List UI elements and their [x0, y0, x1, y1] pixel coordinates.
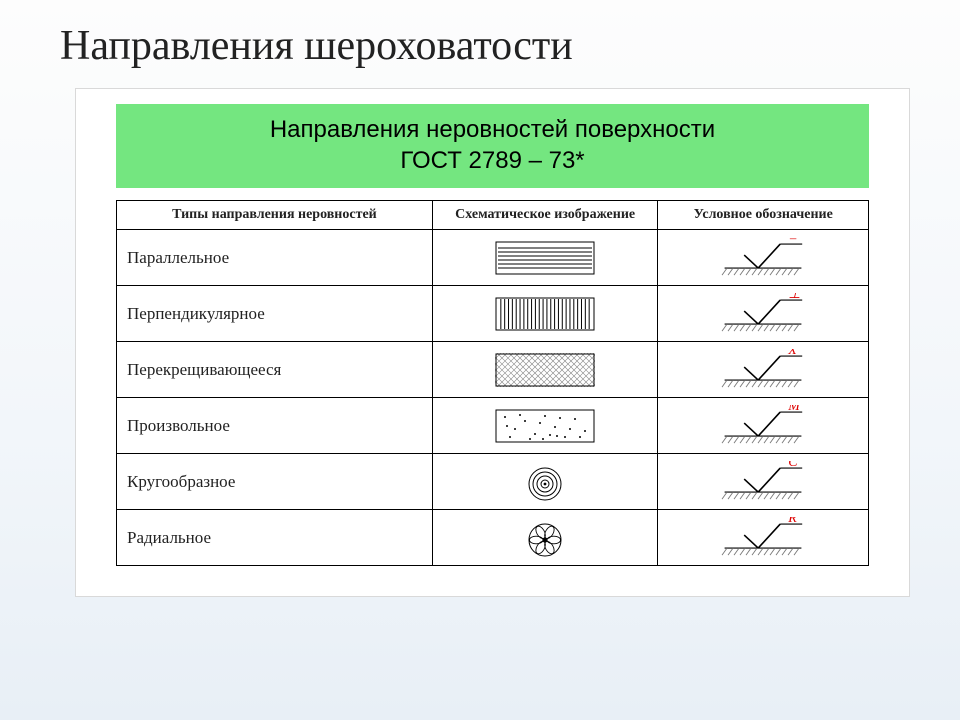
th-types: Типы направления неровностей — [117, 201, 433, 230]
svg-text:=: = — [788, 237, 797, 246]
row-label: Произвольное — [117, 398, 433, 454]
table-row: Радиальное R — [117, 510, 869, 566]
content-panel: Направления неровностей поверхности ГОСТ… — [75, 88, 910, 597]
svg-text:⊥: ⊥ — [788, 293, 800, 302]
row-schematic — [432, 510, 658, 566]
page-title: Направления шероховатости — [0, 0, 960, 88]
row-schematic — [432, 398, 658, 454]
row-schematic — [432, 230, 658, 286]
th-schematic: Схематическое изображение — [432, 201, 658, 230]
table-row: Перпендикулярное ⊥ — [117, 286, 869, 342]
svg-text:C: C — [788, 461, 798, 470]
row-symbol: ⊥ — [658, 286, 869, 342]
row-schematic — [432, 454, 658, 510]
row-label: Перпендикулярное — [117, 286, 433, 342]
table-row: Перекрещивающееся X — [117, 342, 869, 398]
row-symbol: R — [658, 510, 869, 566]
banner-line1: Направления неровностей поверхности — [124, 114, 861, 145]
banner-line2: ГОСТ 2789 – 73* — [124, 145, 861, 176]
row-label: Радиальное — [117, 510, 433, 566]
row-schematic — [432, 286, 658, 342]
banner: Направления неровностей поверхности ГОСТ… — [116, 104, 869, 188]
row-symbol: = — [658, 230, 869, 286]
table-row: Кругообразное C — [117, 454, 869, 510]
th-symbol: Условное обозначение — [658, 201, 869, 230]
roughness-table: Типы направления неровностей Схематическ… — [116, 200, 869, 566]
svg-text:R: R — [787, 517, 797, 526]
row-symbol: C — [658, 454, 869, 510]
table-row: Параллельное = — [117, 230, 869, 286]
row-label: Перекрещивающееся — [117, 342, 433, 398]
row-schematic — [432, 342, 658, 398]
row-symbol: M — [658, 398, 869, 454]
table-row: Произвольное M — [117, 398, 869, 454]
svg-text:M: M — [787, 405, 801, 414]
row-label: Кругообразное — [117, 454, 433, 510]
svg-text:X: X — [787, 349, 797, 358]
row-label: Параллельное — [117, 230, 433, 286]
table-header-row: Типы направления неровностей Схематическ… — [117, 201, 869, 230]
row-symbol: X — [658, 342, 869, 398]
